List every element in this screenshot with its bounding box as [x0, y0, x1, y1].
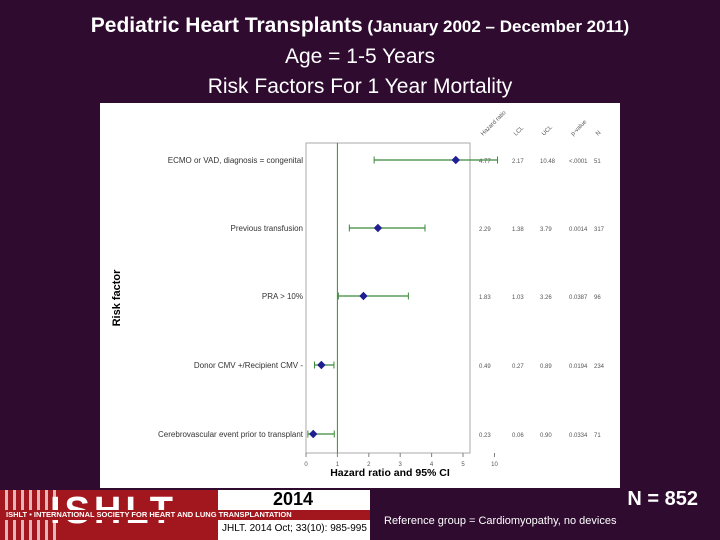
table-cell: 71 [594, 433, 601, 439]
x-tick-label: 5 [461, 462, 465, 468]
chart-panel: 0 1 2 3 4 5 10 Hazard ratio and 95% CI Risk fact… [100, 103, 620, 488]
sample-size: N = 852 [627, 488, 698, 510]
reference-note: Reference group = Cardiomyopathy, no dev… [384, 515, 617, 527]
x-tick-label: 10 [491, 462, 498, 468]
hazard-point [451, 155, 460, 165]
table-cell: 51 [594, 159, 601, 165]
table-cell: 10.48 [540, 159, 556, 165]
table-cell: 0.0014 [569, 227, 588, 233]
table-cell: 0.06 [512, 433, 524, 439]
table-cell: 2.17 [512, 159, 524, 165]
table-cell: 234 [594, 364, 605, 370]
x-axis-title: Hazard ratio and 95% CI [330, 467, 450, 479]
title-main: Pediatric Heart Transplants [90, 14, 363, 37]
table-cell: 3.26 [540, 295, 552, 301]
table-cell: 0.89 [540, 364, 552, 370]
table-cell: 96 [594, 295, 601, 301]
x-tick-label: 2 [367, 462, 371, 468]
x-tick-label: 3 [399, 462, 403, 468]
subtitle-risk: Risk Factors For 1 Year Mortality [207, 75, 513, 98]
column-header: p-value [570, 119, 589, 138]
table-cell: 1.03 [512, 295, 524, 301]
column-header: N [595, 130, 602, 137]
table-cell: 1.38 [512, 227, 524, 233]
table-cell: 0.49 [479, 364, 491, 370]
plot-frame [305, 142, 471, 454]
table-cell: 0.90 [540, 433, 552, 439]
x-tick-label: 4 [430, 462, 434, 468]
x-tick-label: 1 [336, 462, 340, 468]
logo-band: ISHLT • INTERNATIONAL SOCIETY FOR HEART … [0, 510, 370, 520]
hazard-point [317, 360, 326, 370]
hazard-point [373, 223, 383, 233]
y-axis-title: Risk factor [111, 269, 123, 327]
table-cell: <.0001 [569, 159, 588, 165]
table-cell: 0.0387 [569, 295, 588, 301]
row-label: ECMO or VAD, diagnosis = congenital [168, 156, 303, 165]
table-cell: 0.27 [512, 364, 524, 370]
table-cell: 3.79 [540, 227, 552, 233]
citation: JHLT. 2014 Oct; 33(10): 985-995 [222, 523, 367, 534]
page-title: Pediatric Heart Transplants (January 200… [0, 14, 720, 38]
column-header: Hazard ratio [480, 110, 508, 138]
subtitle-age: Age = 1-5 Years [284, 45, 436, 68]
hazard-point [309, 429, 318, 439]
x-tick-label: 0 [304, 462, 308, 468]
table-cell: 317 [594, 227, 605, 233]
table-cell: 0.23 [479, 433, 491, 439]
title-period: (January 2002 – December 2011) [362, 17, 630, 36]
table-cell: 2.29 [479, 227, 491, 233]
table-cell: 1.83 [479, 295, 491, 301]
row-label: PRA > 10% [262, 292, 303, 301]
column-header: LCL [513, 125, 525, 137]
hazard-point [359, 291, 368, 301]
table-cell: 0.0334 [569, 433, 588, 439]
report-year: 2014 [272, 489, 314, 509]
row-label: Donor CMV +/Recipient CMV - [194, 361, 303, 370]
column-header: UCL [541, 124, 554, 137]
table-cell: 4.77 [479, 159, 491, 165]
row-label: Cerebrovascular event prior to transplan… [158, 430, 304, 439]
table-cell: 0.0194 [569, 364, 588, 370]
row-label: Previous transfusion [231, 224, 303, 233]
